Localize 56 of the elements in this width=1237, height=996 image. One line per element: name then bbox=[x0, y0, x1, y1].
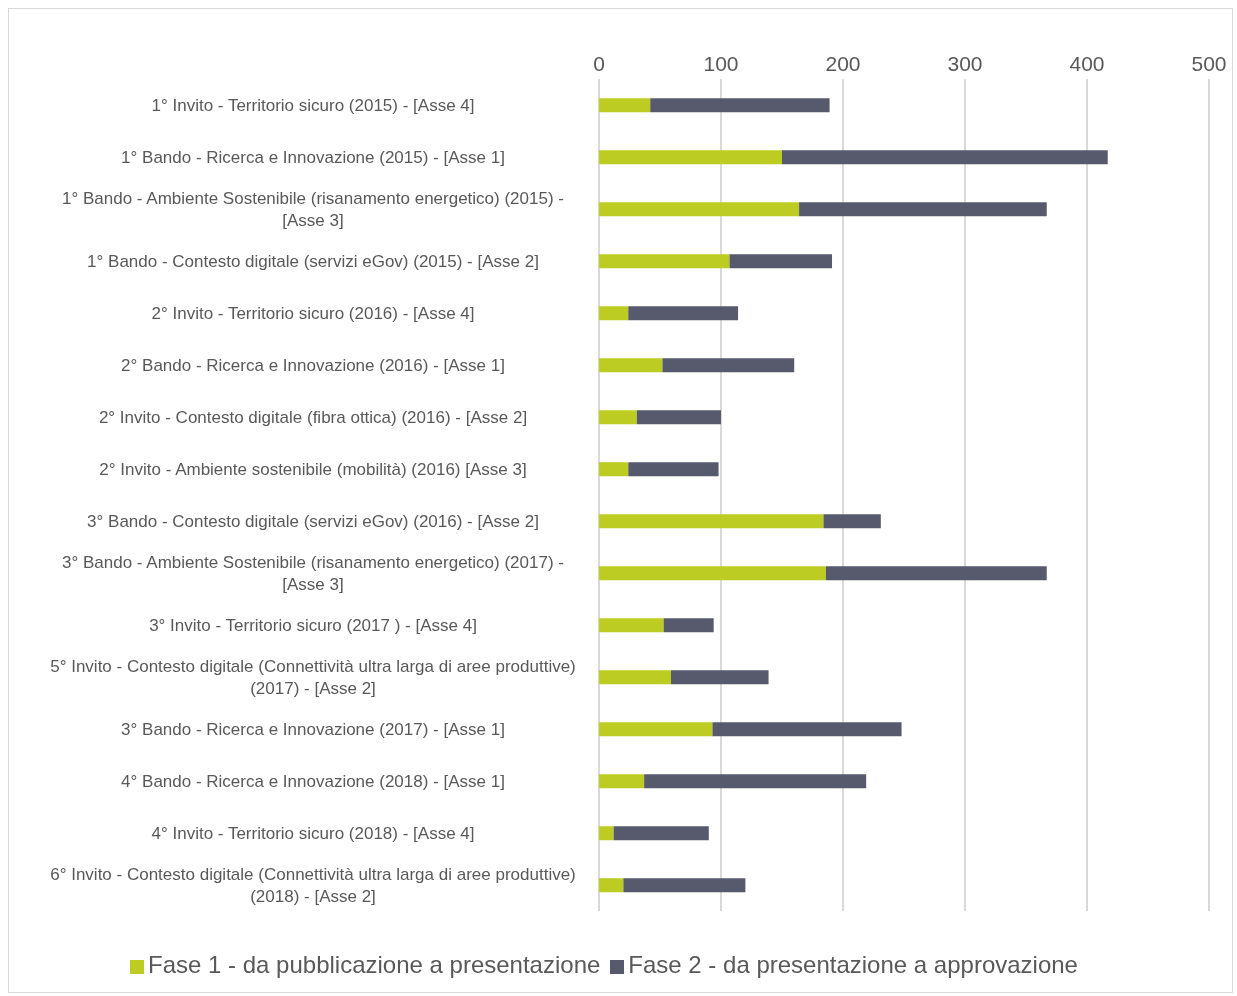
bar bbox=[628, 306, 739, 321]
bar bbox=[599, 826, 614, 841]
y-tick-label: 3° Invito - Territorio sicuro (2017 ) - [Asse 4] bbox=[149, 615, 477, 635]
legend-label: Fase 2 - da presentazione a approvazione bbox=[628, 951, 1078, 978]
y-tick-label: 2° Invito - Territorio sicuro (2016) - [Asse 4] bbox=[151, 303, 475, 323]
y-tick-label: 3° Bando - Ambiente Sostenibile (risanamento energetico) (2017) - [Asse 3] bbox=[62, 552, 564, 594]
bar bbox=[650, 98, 830, 113]
bar bbox=[599, 670, 671, 685]
bar bbox=[599, 410, 637, 425]
y-tick-label: 2° Bando - Ricerca e Innovazione (2016) - [Asse 1] bbox=[121, 355, 505, 375]
y-tick-label: 2° Invito - Contesto digitale (fibra ottica) (2016) - [Asse 2] bbox=[98, 407, 528, 427]
bar bbox=[712, 722, 902, 737]
bar bbox=[599, 150, 782, 165]
y-tick-label: 1° Invito - Territorio sicuro (2015) - [Asse 4] bbox=[151, 95, 475, 115]
y-tick-label: 4° Invito - Territorio sicuro (2018) - [Asse 4] bbox=[151, 823, 475, 843]
y-tick-label: 4° Bando - Ricerca e Innovazione (2018) - [Asse 1] bbox=[121, 771, 505, 791]
y-tick-label: 1° Bando - Contesto digitale (servizi eGov) (2015) - [Asse 2] bbox=[87, 251, 539, 271]
x-tick-label: 400 bbox=[1069, 52, 1105, 75]
y-tick-label: 3° Bando - Contesto digitale (servizi eGov) (2016) - [Asse 2] bbox=[87, 511, 539, 531]
bar bbox=[782, 150, 1108, 165]
bar bbox=[599, 618, 664, 633]
x-tick-label: 300 bbox=[947, 52, 983, 75]
bar bbox=[670, 670, 769, 685]
bar bbox=[825, 566, 1047, 581]
bar bbox=[613, 826, 709, 841]
bar bbox=[599, 306, 629, 321]
x-tick-label: 0 bbox=[593, 52, 605, 75]
bar bbox=[599, 462, 629, 477]
bar bbox=[599, 878, 624, 893]
bar bbox=[599, 722, 713, 737]
bar bbox=[823, 514, 881, 529]
bar bbox=[628, 462, 719, 477]
x-tick-label: 500 bbox=[1191, 52, 1227, 75]
bar bbox=[644, 774, 867, 789]
bar bbox=[663, 618, 714, 633]
bar bbox=[799, 202, 1047, 217]
y-tick-label: 1° Bando - Ricerca e Innovazione (2015) - [Asse 1] bbox=[121, 147, 505, 167]
bar bbox=[599, 254, 730, 269]
bar bbox=[599, 774, 645, 789]
bar bbox=[623, 878, 746, 893]
bar bbox=[599, 358, 663, 373]
bar bbox=[729, 254, 833, 269]
bar bbox=[662, 358, 795, 373]
x-tick-label: 200 bbox=[825, 52, 861, 75]
x-tick-label: 100 bbox=[703, 52, 739, 75]
legend-label: Fase 1 - da pubblicazione a presentazione bbox=[148, 951, 601, 978]
y-tick-label: 2° Invito - Ambiente sostenibile (mobilità) (2016) [Asse 3] bbox=[99, 459, 527, 479]
bar bbox=[599, 202, 800, 217]
bar bbox=[636, 410, 721, 425]
bar bbox=[599, 566, 826, 581]
y-tick-label: 3° Bando - Ricerca e Innovazione (2017) - [Asse 1] bbox=[121, 719, 505, 739]
y-tick-label: 1° Bando - Ambiente Sostenibile (risanamento energetico) (2015) - [Asse 3] bbox=[62, 188, 564, 230]
bar bbox=[599, 514, 824, 529]
y-tick-label: 6° Invito - Contesto digitale (Connettività ultra larga di aree produttive) (2018) - [Asse 2] bbox=[50, 864, 576, 906]
bar bbox=[599, 98, 651, 113]
y-tick-label: 5° Invito - Contesto digitale (Connettività ultra larga di aree produttive) (2017) - [Asse 2] bbox=[50, 656, 576, 698]
